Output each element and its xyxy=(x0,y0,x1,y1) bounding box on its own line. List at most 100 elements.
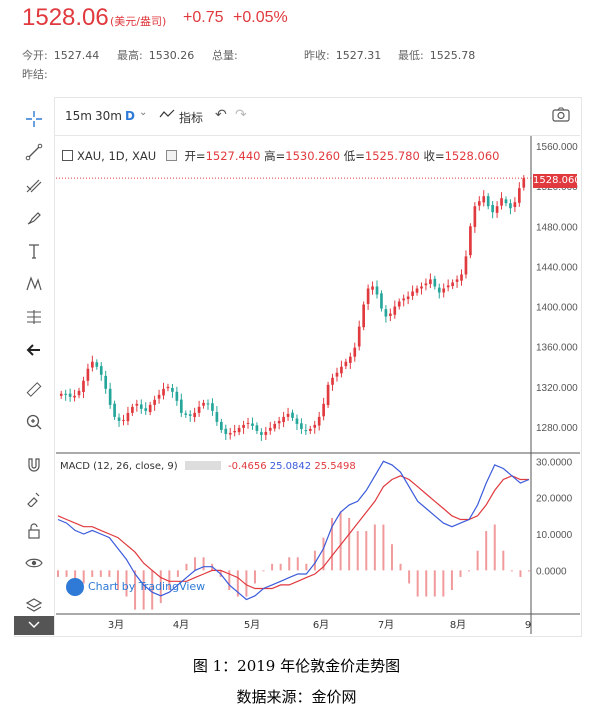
candle xyxy=(220,421,223,430)
macd-histogram-bar xyxy=(313,550,316,571)
macd-histogram-bar xyxy=(271,563,274,571)
candle xyxy=(99,366,103,375)
undo-icon[interactable]: ↶ xyxy=(215,107,227,123)
price-chart[interactable]: 1560.0001520.0001480.0001440.0001400.000… xyxy=(56,136,580,634)
price-tick-label: 1440.000 xyxy=(536,262,578,273)
price-tick-label: 1400.000 xyxy=(536,303,578,314)
macd-histogram-bar xyxy=(159,570,162,604)
interval-30m[interactable]: 30m xyxy=(95,109,122,123)
eye-icon[interactable] xyxy=(24,553,44,573)
time-tick-label: 7月 xyxy=(378,619,394,631)
candle xyxy=(153,399,156,405)
stat-open: 今开: 1527.44 xyxy=(22,49,100,62)
macd-histogram-bar xyxy=(339,511,342,571)
candle xyxy=(295,418,299,424)
chart-widget xyxy=(14,97,582,637)
macd-histogram-bar xyxy=(519,570,522,577)
candle xyxy=(171,387,174,392)
camera-icon[interactable] xyxy=(552,106,570,125)
candle xyxy=(282,416,285,423)
current-price: 1528.06 xyxy=(22,4,109,31)
crosshair-icon[interactable] xyxy=(24,109,44,129)
candle xyxy=(415,288,419,293)
candle xyxy=(184,413,188,415)
lock-drawing-icon[interactable] xyxy=(24,488,44,508)
candle xyxy=(273,423,277,429)
candle xyxy=(224,428,228,434)
macd-tick-label: 0.0000 xyxy=(536,566,567,577)
macd-histogram-bar xyxy=(176,570,179,577)
interval-15m[interactable]: 15m xyxy=(65,109,92,123)
candle xyxy=(317,416,321,426)
pattern-icon[interactable] xyxy=(24,274,44,294)
candle xyxy=(255,425,259,431)
chevron-down-icon[interactable]: ⌄ xyxy=(139,107,148,118)
macd-settings-icon[interactable] xyxy=(184,461,221,470)
unlock-icon[interactable] xyxy=(24,521,44,541)
legend-settings-icon[interactable] xyxy=(165,150,177,161)
measure-icon[interactable] xyxy=(24,307,44,327)
candle xyxy=(300,423,303,429)
indicator-wave-icon[interactable] xyxy=(159,108,175,123)
fib-tool-icon[interactable] xyxy=(24,175,44,195)
macd-histogram-bar xyxy=(408,570,411,584)
collapse-toolbar-button[interactable] xyxy=(14,616,54,635)
candle xyxy=(268,427,272,431)
collapse-legend-icon[interactable] xyxy=(62,150,73,161)
candle xyxy=(135,403,139,406)
candle xyxy=(131,406,134,413)
candle xyxy=(495,206,499,213)
candle xyxy=(68,393,72,397)
candle xyxy=(162,388,165,396)
stat-prev-settle: 昨结: xyxy=(22,68,48,81)
candle xyxy=(371,286,374,290)
arrow-back-icon[interactable] xyxy=(24,340,44,360)
ruler-icon[interactable] xyxy=(24,379,44,399)
price-tick-label: 1560.000 xyxy=(536,142,578,153)
candle xyxy=(148,404,152,413)
macd-histogram-bar xyxy=(416,570,419,597)
candle xyxy=(424,283,428,286)
macd-histogram-bar xyxy=(91,570,94,577)
candle xyxy=(420,286,423,289)
candle xyxy=(104,375,108,389)
candle xyxy=(437,287,441,293)
macd-histogram-bar xyxy=(485,531,488,571)
macd-tick-label: 10.0000 xyxy=(536,530,573,541)
trend-line-icon[interactable] xyxy=(24,142,44,162)
candle xyxy=(206,403,210,405)
macd-histogram-bar xyxy=(365,531,368,571)
magnet-icon[interactable] xyxy=(24,455,44,475)
macd-histogram-bar xyxy=(108,570,111,577)
interval-d[interactable]: D xyxy=(125,109,135,123)
candle xyxy=(353,347,357,357)
zoom-in-icon[interactable] xyxy=(24,412,44,432)
candle xyxy=(375,286,379,295)
candle xyxy=(331,377,334,385)
candle xyxy=(86,368,90,381)
indicators-button[interactable]: 指标 xyxy=(179,111,204,125)
macd-histogram-bar xyxy=(442,570,445,597)
candle xyxy=(188,414,192,416)
macd-histogram-bar xyxy=(134,570,137,610)
macd-histogram-bar xyxy=(279,563,282,571)
candle xyxy=(357,326,361,347)
redo-icon[interactable]: ↷ xyxy=(235,107,247,123)
candle xyxy=(446,285,450,288)
text-tool-icon[interactable] xyxy=(24,241,44,261)
macd-histogram-bar xyxy=(151,570,154,610)
candle xyxy=(291,412,294,418)
layers-icon[interactable] xyxy=(24,595,44,615)
candle xyxy=(362,304,365,328)
price-tick-label: 1280.000 xyxy=(536,423,578,434)
candle xyxy=(473,206,477,227)
brush-icon[interactable] xyxy=(24,208,44,228)
candle xyxy=(242,424,245,428)
candle xyxy=(491,205,494,213)
candle xyxy=(197,406,201,413)
candle xyxy=(286,413,290,417)
candle xyxy=(335,372,339,377)
candle xyxy=(260,432,263,435)
candle xyxy=(366,288,370,304)
tradingview-watermark[interactable]: Chart by TradingView xyxy=(66,578,205,596)
